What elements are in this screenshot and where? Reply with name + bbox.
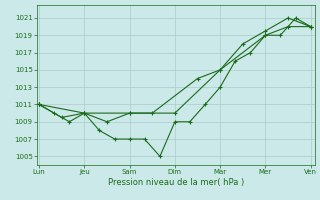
X-axis label: Pression niveau de la mer( hPa ): Pression niveau de la mer( hPa ) bbox=[108, 178, 244, 187]
